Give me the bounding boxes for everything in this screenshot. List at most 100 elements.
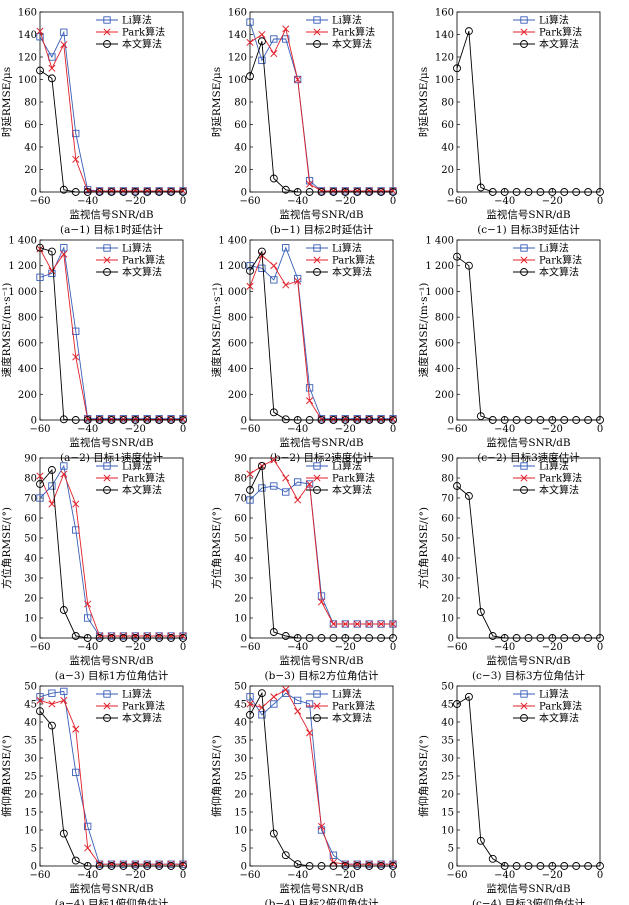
data-point-li bbox=[36, 273, 44, 281]
y-tick-label: 100 bbox=[228, 75, 247, 86]
panel-caption: (a−2) 目标1速度估计 bbox=[60, 451, 163, 464]
data-point-park bbox=[72, 725, 80, 733]
data-point-ours bbox=[389, 188, 397, 196]
series-ours bbox=[453, 27, 604, 196]
data-point-li bbox=[72, 129, 80, 138]
data-point-park bbox=[60, 250, 68, 258]
x-tick-label: −40 bbox=[494, 196, 515, 207]
legend-marker-li bbox=[313, 690, 321, 698]
legend-marker-li bbox=[313, 16, 321, 24]
data-point-ours bbox=[167, 188, 176, 196]
data-point-li bbox=[270, 482, 278, 490]
y-tick-label: 10 bbox=[24, 614, 37, 625]
data-point-park bbox=[306, 397, 314, 405]
y-tick-label: 100 bbox=[435, 75, 454, 86]
data-point-ours bbox=[293, 188, 302, 196]
legend-marker-ours bbox=[520, 486, 528, 494]
data-point-ours bbox=[246, 266, 254, 275]
y-tick-label: 1 400 bbox=[425, 236, 454, 247]
data-point-ours bbox=[341, 862, 350, 870]
data-point-ours bbox=[464, 261, 473, 270]
data-point-li bbox=[305, 384, 314, 392]
legend-marker-ours bbox=[520, 714, 528, 722]
y-tick-label: 25 bbox=[24, 772, 37, 783]
data-point-ours bbox=[95, 862, 104, 870]
panel-caption: (b−4) 目标2俯仰角估计 bbox=[265, 897, 379, 905]
data-point-li bbox=[258, 264, 266, 272]
data-point-ours bbox=[269, 628, 278, 636]
data-point-li bbox=[282, 35, 290, 43]
legend-label-li: Li算法 bbox=[122, 14, 152, 27]
y-axis-label: 俯仰角RMSE/(°) bbox=[210, 735, 223, 817]
legend-label-ours: 本文算法 bbox=[539, 38, 579, 51]
legend-marker-ours bbox=[520, 40, 528, 48]
data-point-park bbox=[36, 696, 44, 704]
data-point-li bbox=[282, 244, 290, 252]
y-tick-label: 0 bbox=[31, 188, 37, 199]
y-tick-label: 25 bbox=[234, 772, 247, 783]
x-axis-label: 监视信号SNR/dB bbox=[486, 436, 571, 449]
y-tick-label: 60 bbox=[24, 514, 37, 525]
data-point-ours bbox=[281, 415, 290, 424]
series-line-ours bbox=[249, 464, 393, 639]
y-tick-label: 5 bbox=[448, 844, 454, 855]
legend-label-li: Li算法 bbox=[539, 460, 569, 473]
y-axis-label: 俯仰角RMSE/(°) bbox=[417, 735, 430, 817]
x-axis-label: 监视信号SNR/dB bbox=[279, 882, 364, 895]
legend-label-park: Park算法 bbox=[539, 700, 582, 713]
y-tick-label: 50 bbox=[24, 682, 37, 693]
data-point-park bbox=[306, 729, 314, 737]
y-tick-label: 0 bbox=[241, 416, 247, 427]
data-point-ours bbox=[47, 247, 56, 256]
data-point-ours bbox=[119, 188, 128, 196]
chart-panel-a4: 0 5 10 15 20 25 30 35 40 45 50 −60 −40 −20 0 监视信号SNR/dB… bbox=[0, 682, 187, 905]
data-point-li bbox=[270, 35, 278, 43]
series-ours bbox=[453, 692, 604, 870]
data-point-li bbox=[48, 482, 56, 490]
data-point-ours bbox=[155, 416, 164, 424]
data-point-ours bbox=[246, 72, 254, 81]
data-point-ours bbox=[560, 416, 569, 424]
data-point-ours bbox=[560, 188, 569, 196]
data-point-ours bbox=[500, 862, 509, 870]
data-point-ours bbox=[305, 634, 314, 642]
y-axis-label: 速度RMSE/(m·s⁻¹) bbox=[0, 283, 13, 378]
data-point-ours bbox=[476, 836, 485, 845]
data-point-li bbox=[60, 28, 68, 36]
series-park bbox=[36, 696, 187, 868]
y-tick-label: 160 bbox=[228, 8, 247, 19]
y-tick-label: 80 bbox=[234, 474, 247, 485]
y-tick-label: 45 bbox=[234, 700, 247, 711]
chart-panel-a3: 0 10 20 30 40 50 60 70 80 90 −60 −40 −20 0 监视信号SNR/dB 方… bbox=[0, 454, 187, 682]
y-tick-label: 40 bbox=[441, 143, 454, 154]
y-tick-label: 30 bbox=[441, 574, 454, 585]
y-tick-label: 140 bbox=[435, 30, 454, 41]
x-axis-label: 监视信号SNR/dB bbox=[69, 882, 154, 895]
y-tick-label: 70 bbox=[24, 494, 37, 505]
y-tick-label: 45 bbox=[24, 700, 37, 711]
x-tick-label: −60 bbox=[239, 870, 260, 881]
series-line-ours bbox=[249, 250, 393, 421]
data-point-park bbox=[294, 75, 302, 84]
data-point-ours bbox=[119, 862, 128, 870]
data-point-ours bbox=[365, 634, 374, 642]
data-point-park bbox=[282, 281, 290, 289]
x-tick-label: −20 bbox=[335, 196, 356, 207]
y-tick-label: 600 bbox=[228, 338, 247, 349]
data-point-ours bbox=[500, 416, 509, 424]
data-point-ours bbox=[341, 416, 350, 424]
x-tick-label: 0 bbox=[597, 424, 603, 435]
panel-caption: (b−3) 目标2方位角估计 bbox=[265, 669, 379, 682]
y-tick-label: 70 bbox=[234, 494, 247, 505]
data-point-ours bbox=[365, 862, 374, 870]
y-tick-label: 15 bbox=[234, 808, 247, 819]
legend-marker-li bbox=[520, 462, 528, 470]
data-point-ours bbox=[453, 482, 461, 490]
y-tick-label: 140 bbox=[228, 30, 247, 41]
legend-marker-park bbox=[103, 256, 111, 264]
data-point-ours bbox=[269, 174, 278, 183]
series-ours bbox=[36, 466, 187, 642]
chart-panel-c2: 0 200 400 600 800 1 000 1 200 1 400 −60 −40 −20 0 监视… bbox=[417, 236, 604, 464]
data-point-ours bbox=[179, 862, 187, 870]
